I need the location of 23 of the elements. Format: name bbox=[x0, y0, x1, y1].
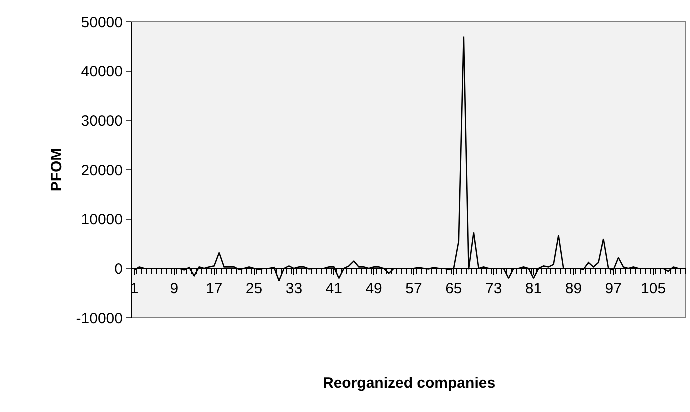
x-tick-label: 41 bbox=[326, 280, 342, 298]
x-tick-label: 97 bbox=[605, 280, 622, 298]
x-tick-label: 17 bbox=[206, 280, 223, 298]
y-tick-label: 40000 bbox=[81, 64, 123, 81]
x-tick-label: 89 bbox=[565, 280, 582, 298]
y-tick-label: 50000 bbox=[81, 14, 123, 32]
x-tick-label: 49 bbox=[366, 280, 382, 298]
y-axis-title: PFOM bbox=[48, 148, 66, 192]
x-tick-label: 25 bbox=[246, 280, 263, 298]
x-tick-label: 81 bbox=[525, 280, 542, 298]
x-tick-label: 65 bbox=[446, 280, 462, 298]
x-tick-label: 57 bbox=[406, 280, 422, 298]
x-tick-label: 73 bbox=[486, 280, 502, 298]
x-tick-label: 33 bbox=[286, 280, 303, 298]
x-axis-title: Reorganized companies bbox=[323, 375, 496, 392]
x-tick-label: 105 bbox=[641, 280, 666, 298]
y-tick-label: 30000 bbox=[81, 112, 123, 130]
x-tick-label: 1 bbox=[130, 280, 139, 298]
y-tick-label: 20000 bbox=[81, 162, 123, 180]
y-tick-label: -10000 bbox=[76, 310, 123, 328]
x-tick-label: 9 bbox=[170, 280, 179, 298]
y-tick-label: 0 bbox=[114, 260, 123, 278]
y-tick-label: 10000 bbox=[81, 212, 123, 229]
